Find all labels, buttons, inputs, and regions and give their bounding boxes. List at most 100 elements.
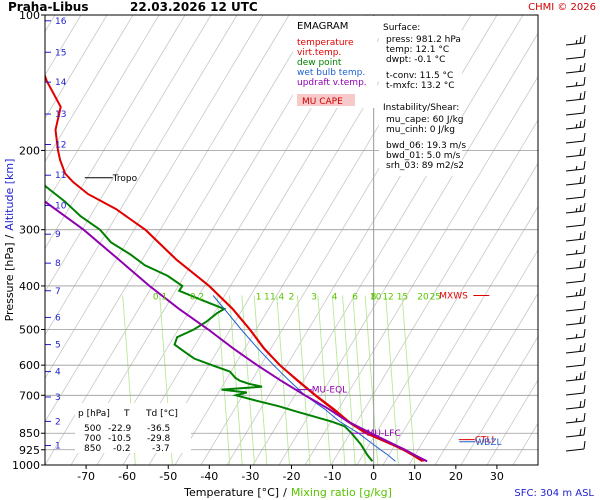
- dry-adiabat: [45, 15, 316, 465]
- table-row-1-td: -36.5: [147, 424, 170, 434]
- altitude-label: 9: [55, 230, 61, 240]
- x-tick-label: -30: [241, 470, 259, 483]
- wind-barb-icon: [565, 188, 586, 200]
- wind-barb-icon: [565, 398, 586, 410]
- srh-03: srh_03: 89 m2/s2: [386, 161, 464, 171]
- wind-barb-icon: [565, 272, 586, 284]
- mixing-ratio-line: [253, 295, 268, 465]
- x-tick-label: 0: [370, 470, 377, 483]
- mixing-ratio-line: [401, 295, 416, 465]
- legend-background: [293, 16, 377, 108]
- mixing-ratio-line: [317, 295, 331, 465]
- date-time: 22.03.2026 12 UTC: [130, 0, 258, 14]
- dry-adiabat: [45, 15, 290, 423]
- dry-adiabat: [278, 32, 538, 465]
- wind-barb-icon: [565, 62, 586, 74]
- dry-adiabat: [565, 15, 600, 465]
- wind-barb-icon: [565, 34, 586, 46]
- wind-barb-icon: [565, 230, 586, 242]
- legend-temperature: temperature: [297, 38, 354, 48]
- wind-barb-icon: [565, 104, 586, 116]
- dry-adiabat: [45, 15, 264, 380]
- y-tick-label: 925: [19, 444, 40, 457]
- mixing-ratio-label: 1.4: [270, 292, 285, 302]
- level-table: p [hPa] T Td [°C] 500 -22.9 -36.5 700 -1…: [75, 403, 191, 454]
- x-tick-label: 20: [449, 470, 463, 483]
- dry-adiabat: [45, 15, 238, 336]
- wind-barb-icon: [565, 48, 586, 60]
- legend-dew-point: dew point: [297, 58, 342, 68]
- wind-barb-icon: [565, 426, 586, 438]
- mixing-ratio-label: 4: [332, 292, 338, 302]
- wind-barb-icon: [565, 314, 586, 326]
- y-tick-label: 500: [19, 324, 40, 337]
- dry-adiabat: [539, 15, 600, 465]
- altitude-label: 13: [55, 110, 66, 120]
- wind-barb-icon: [565, 174, 586, 186]
- wind-barb-icon: [565, 412, 586, 424]
- mixing-ratio-labels: 0.1 0.2 1 1 1.4 2 3 4 6 810 12 15 20 25: [153, 292, 441, 302]
- x-tick-label: 10: [408, 470, 422, 483]
- dry-adiabat: [460, 335, 538, 465]
- series-temperature: [45, 73, 424, 463]
- x-tick-label: 30: [490, 470, 504, 483]
- legend-wet-bulb: wet bulb temp.: [297, 68, 365, 78]
- instability-heading: Instability/Shear:: [383, 103, 459, 113]
- table-row-1-t: -22.9: [108, 424, 132, 434]
- wind-barb-icon: [565, 328, 586, 340]
- dry-adiabat: [330, 119, 538, 465]
- y-tick-label: 700: [19, 389, 40, 402]
- table-row-2-td: -29.8: [147, 434, 171, 444]
- x-tick-label: -10: [324, 470, 342, 483]
- altitude-label: 14: [55, 78, 67, 88]
- y-tick-label: 400: [19, 280, 40, 293]
- wind-barb-icon: [565, 216, 586, 228]
- altitude-label: 6: [55, 313, 61, 323]
- dry-adiabat: [0, 15, 3, 465]
- y-tick-label: 1000: [12, 459, 40, 472]
- series-wet-bulb-temp: [212, 295, 396, 462]
- x-tick-label: -50: [159, 470, 177, 483]
- table-row-2-p: 700: [84, 434, 101, 444]
- level-label-mu-eql: MU-EQL: [312, 386, 347, 396]
- y-tick-label: 850: [19, 427, 40, 440]
- dry-adiabat: [356, 162, 538, 465]
- t-mxfc: t-mxfc: 13.2 °C: [386, 81, 455, 91]
- t-conv: t-conv: 11.5 °C: [386, 71, 453, 81]
- dry-adiabat: [45, 15, 134, 163]
- surface-info-box: Surface: press: 981.2 hPa temp: 12.1 °C …: [379, 16, 466, 176]
- dry-adiabat: [591, 15, 600, 465]
- level-table-background: [75, 403, 191, 453]
- bwd-01: bwd_01: 5.0 m/s: [386, 151, 461, 161]
- table-header-t: T: [123, 409, 130, 419]
- altitude-label: 8: [55, 259, 61, 269]
- altitude-label: 12: [55, 141, 66, 151]
- x-label-mixing-ratio: Mixing ratio [g/kg]: [291, 486, 392, 499]
- altitude-label: 4: [55, 368, 61, 378]
- level-label-ctli: CTLI: [475, 436, 494, 446]
- wind-barb-icon: [565, 132, 586, 144]
- x-axis-ticks: -70 -60 -50 -40 -30 -20 -10 0 10 20 30: [77, 465, 504, 483]
- x-tick-label: -20: [283, 470, 301, 483]
- x-label-separator: /: [283, 486, 287, 499]
- table-header-td: Td [°C]: [145, 409, 178, 419]
- x-tick-label: -70: [77, 470, 95, 483]
- surface-elevation: SFC: 304 m ASL: [514, 488, 594, 499]
- altitude-label: 7: [55, 287, 61, 297]
- legend-title: EMAGRAM: [297, 21, 348, 32]
- dry-adiabat: [45, 15, 108, 120]
- mixing-ratio-label: 0.2: [190, 292, 204, 302]
- series-dew-point: [45, 183, 374, 462]
- table-row-3-t: -0.2: [113, 444, 131, 454]
- dry-adiabat: [45, 15, 212, 293]
- legend: EMAGRAM temperature virt.temp. dew point…: [293, 16, 377, 108]
- altitude-label: 16: [55, 17, 67, 27]
- wind-barb-icon: [565, 118, 586, 130]
- mu-cinh-value: mu_cinh: 0 J/kg: [386, 125, 455, 135]
- y-tick-label: 200: [19, 144, 40, 157]
- mixing-ratio-line: [385, 295, 399, 465]
- mixing-ratio-label: 3: [311, 292, 317, 302]
- surface-dewpoint: dwpt: -0.1 °C: [386, 55, 445, 65]
- mixing-ratio-line: [296, 295, 311, 465]
